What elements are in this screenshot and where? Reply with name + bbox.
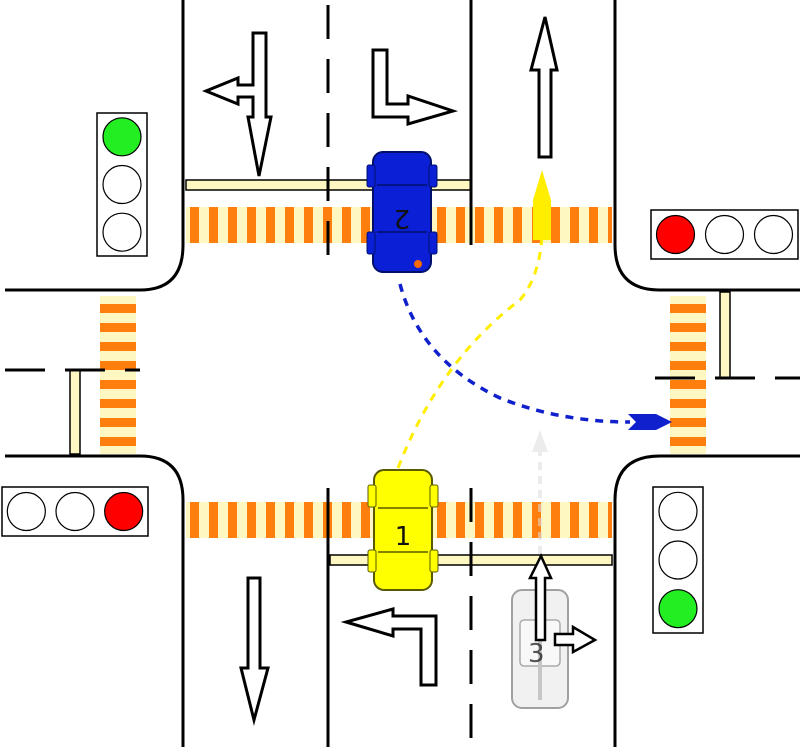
crosswalk-west (100, 296, 136, 454)
stop-line-east (719, 291, 731, 379)
light-bottom-right-lamp-green (658, 589, 698, 629)
car-3-number: 3 (528, 639, 545, 669)
car-2-number: 2 (394, 203, 411, 233)
curbs (5, 0, 800, 747)
traffic-lights (1, 112, 799, 634)
car-2-wheel (428, 231, 438, 255)
light-bottom-left-lamp-off (55, 491, 95, 532)
light-top-right-lamp-off (704, 214, 745, 255)
arrow-down-right-icon (371, 48, 459, 126)
curb-top-left (5, 0, 185, 292)
light-bottom-right-lamp-off (658, 540, 698, 580)
car-1-wheel (367, 549, 377, 573)
curb-bottom-right (613, 454, 800, 747)
car-2-turn-signal-icon (414, 260, 422, 268)
path-car-2-head (628, 414, 672, 430)
car-1-wheel (429, 549, 439, 573)
arrow-up-icon (529, 16, 559, 159)
lane-arrows (202, 16, 559, 726)
car-3-arrow-right-icon (553, 624, 598, 655)
light-top-right-lamp-off (753, 214, 794, 255)
car-2-wheel (366, 231, 376, 255)
light-top-left-lamp-off (102, 164, 142, 205)
car-2-body (372, 151, 432, 273)
stop-line-west (69, 369, 81, 455)
car-2-wheel (366, 164, 376, 188)
car-2: 2 (366, 151, 438, 273)
arrow-down-icon (239, 576, 270, 726)
curb-bottom-left (5, 454, 185, 747)
path-car-3-head (532, 430, 548, 452)
arrow-left-down-icon (202, 31, 273, 177)
path-car-1-head (533, 170, 551, 240)
curb-top-right (613, 0, 800, 292)
light-top-left-lamp-green (102, 117, 142, 157)
car-1: 1 (367, 469, 439, 591)
light-bottom-left-lamp-off (6, 491, 46, 532)
car-3-arrows (527, 553, 598, 655)
arrow-up-left-icon (340, 607, 438, 687)
light-top-left-lamp-off (102, 212, 142, 252)
light-top-right-lamp-red (655, 214, 696, 255)
car-3-arrow-up-icon (527, 553, 553, 642)
light-bottom-right-lamp-off (658, 491, 698, 531)
car-1-body (373, 469, 433, 591)
crosswalk-east (670, 296, 706, 454)
light-bottom-left-lamp-red (104, 491, 144, 532)
car-2-wheel (428, 164, 438, 188)
car-1-wheel (429, 484, 439, 508)
car-1-number: 1 (395, 522, 412, 552)
car-1-wheel (367, 484, 377, 508)
lane-markings (5, 0, 800, 747)
path-car-2 (398, 283, 631, 424)
